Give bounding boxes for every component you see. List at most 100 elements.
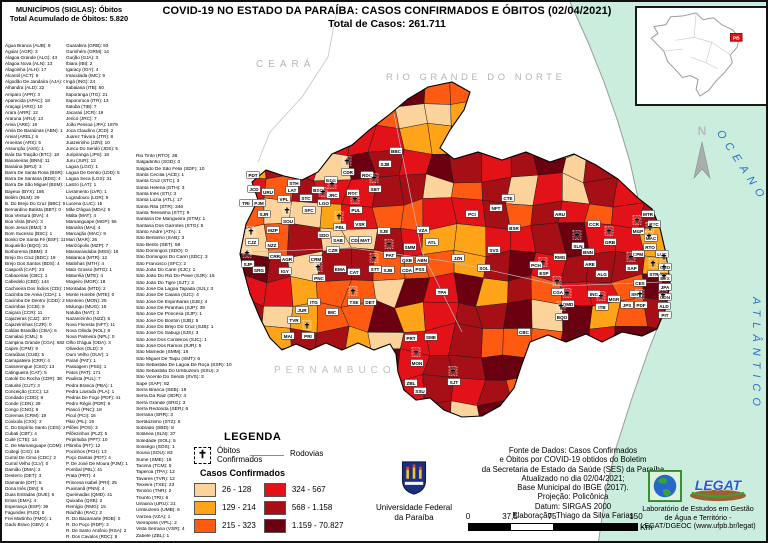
municipality-entry: Massaranduba (MSS): 16 (66, 249, 119, 255)
municipality-entry: Riachão (RAC): 2 (66, 509, 102, 515)
legend-range-label: 129 - 214 (222, 503, 256, 512)
municipality-entry: Princesa Isabel (PRI): 25 (66, 479, 117, 485)
svg-text:SAB: SAB (333, 238, 343, 243)
municipality-entry: Frei Martinho (FMO): 1 (5, 515, 52, 521)
municipality-entry: Caldas Brandão (CBA): 6 (5, 327, 57, 333)
legend-swatch (194, 500, 216, 515)
brazil-outline: PB (650, 12, 743, 97)
municipality-entry: Monte Horebe (MTE): 0 (66, 291, 115, 297)
svg-text:IMC: IMC (328, 310, 337, 315)
municipality-entry: Conceição (CCC): 12 (5, 388, 49, 394)
municipality-entry: Pedro Régis (PDR): 6 (66, 400, 111, 406)
svg-text:JPS: JPS (623, 303, 632, 308)
municipality-entry: Aguiar (AGR): 3 (5, 49, 38, 55)
municipality-entry: Mulungu (MUG): 15 (66, 303, 107, 309)
svg-text:✝: ✝ (248, 228, 255, 237)
municipality-entry: Santana De Mangueira (STM): 1 (136, 217, 206, 223)
svg-text:✝: ✝ (637, 291, 644, 300)
source-line: Base Municipal do IBGE (2017). (517, 483, 629, 493)
svg-text:TPA: TPA (438, 290, 448, 295)
municipality-entry: Carrapateira (CRR): 4 (5, 358, 50, 364)
municipality-entry: Taperoá (TPA): 12 (136, 470, 175, 476)
municipality-entry: Caturité (CUT): 3 (5, 382, 40, 388)
svg-text:STH: STH (289, 181, 299, 186)
municipality-entry: P. De José De Moura (PJM): 1 (66, 461, 128, 467)
svg-text:SDO: SDO (319, 233, 329, 238)
municipality-entry: Cacimba De Areia (CDA): 1 (5, 291, 62, 297)
municipality-entry: Serra Branca (SEB): 19 (136, 388, 187, 394)
municipality-entry: São José De Piranhas (SJP): 39 (136, 305, 205, 311)
municipality-entry: C. De Mamanguape (CDM): 12 (5, 443, 65, 449)
municipality-entry: São Domingos Do Cariri (SDC): 3 (136, 255, 208, 261)
municipality-entry: Emas (EMA): 4 (5, 497, 37, 503)
svg-text:TXE: TXE (350, 300, 359, 305)
municipality-entry: Bayeux (BYX): 186 (5, 188, 45, 194)
municipality-entry: Bananeiras (BNN): 11 (5, 158, 50, 164)
municipality-entry: Quixaba (QXB): 2 (66, 497, 103, 503)
municipality-entry: Brejo Dos Santos (BDS): 4 (5, 261, 60, 267)
municipality-entry: Alcantil (ACT): 6 (5, 73, 39, 79)
municipality-entry: R. Do Poço (RDP): 3 (66, 521, 109, 527)
svg-text:NZZ: NZZ (268, 243, 277, 248)
legend-range-label: 568 - 1.158 (291, 503, 333, 512)
svg-text:✝: ✝ (284, 207, 291, 216)
north-arrow-icon (693, 141, 711, 180)
municipality-entry: Lagoa (LGO): 1 (66, 164, 98, 170)
municipality-entry: Pedras De Fogo (PDF): 41 (66, 394, 121, 400)
municipality-entry: Rio Tinto (RTO): 38 (136, 154, 178, 159)
municipality-entry: Prata (PRT): 4 (66, 473, 96, 479)
municipality-entry: Santa Luzia (ATL): 17 (136, 198, 183, 204)
municipality-entry: Mataraca (MTR): 12 (66, 255, 108, 261)
municipality-entry: São João Do Rio Do Peixe (SJR): 15 (136, 274, 215, 280)
legat-text: Laboratório de Estudos em Gestão de Água … (628, 504, 766, 531)
svg-text:CAT: CAT (349, 270, 358, 275)
svg-text:✝: ✝ (558, 303, 565, 312)
legend-class-row: 26 - 128 (194, 481, 256, 498)
svg-text:SRG: SRG (254, 268, 264, 273)
municipality-entry: Bom Sucesso (BSC): 1 (5, 230, 53, 236)
legend-swatch (263, 482, 286, 497)
municipality-entry: Duas Estradas (DUE): 6 (5, 491, 55, 497)
municipality-entry: Tavares (TVR): 12 (136, 476, 175, 482)
legend-swatch (263, 518, 286, 533)
municipality-entry: Santa Cecília (ACE): 1 (136, 172, 185, 178)
legend-swatch (194, 518, 216, 533)
obitos-label: Óbitos Confirmados (217, 446, 263, 464)
svg-text:CDN: CDN (660, 295, 671, 300)
municipality-entry: Pilões (POS): 3 (66, 424, 98, 430)
svg-text:SAP: SAP (627, 266, 636, 271)
municipality-entry: Sobrado (SBD): 8 (136, 426, 174, 432)
legend-class-row: 324 - 567 (263, 481, 344, 498)
municipality-entry: R. Do Bacamarte (RDB): 0 (66, 515, 121, 521)
svg-text:ITG: ITG (310, 300, 318, 305)
municipality-entry: Catolé Do Rocha (CDR): 38 (5, 376, 62, 382)
municipality-entry: Arara (ARR): 12 (5, 109, 38, 115)
legend-range-label: 324 - 567 (291, 485, 326, 494)
legat-logo: LEGAT (689, 477, 746, 502)
legend-range-label: 26 - 128 (222, 485, 252, 494)
municipality-entry: Sertãozinho (STZ): 5 (136, 419, 181, 425)
svg-text:✝: ✝ (450, 368, 457, 377)
svg-text:ZBL: ZBL (407, 381, 416, 386)
svg-text:DET: DET (365, 300, 374, 305)
svg-text:IGY: IGY (281, 269, 289, 274)
municipality-entry: São José Do Bonfim (SJB): 5 (136, 318, 199, 324)
municipality-entry: Malta (MAT): 4 (66, 212, 96, 218)
svg-text:RDC: RDC (348, 191, 359, 196)
legend-title: LEGENDA (224, 431, 282, 443)
municipality-list-header: MUNICÍPIOS (SIGLAS): Óbitos Total Acumul… (4, 5, 134, 24)
svg-text:BSR: BSR (509, 226, 519, 231)
municipality-entry: Queimadas (QMD): 41 (66, 491, 113, 497)
svg-text:CDD: CDD (351, 238, 362, 243)
municipality-entry: Cajazeiras (CJZ): 107 (5, 315, 50, 321)
municipality-entry: Patos (PAT): 171 (66, 370, 101, 376)
municipality-column-2: Guarabira (GRB): 93 Gurinhém (GRM): 14 Gur… (66, 43, 134, 541)
municipality-entry: Mãe D'água (MDA): 5 (66, 206, 111, 212)
municipality-entry: Cajazeirinhas (CZR): 0 (5, 321, 52, 327)
municipality-entry: Amparo (APR): 3 (5, 91, 40, 97)
municipality-entry: Uiraúna (URU): 21 (136, 502, 176, 508)
svg-text:SJB: SJB (384, 268, 394, 273)
municipality-entry: São Bento (SBT): 58 (136, 242, 181, 248)
municipality-entry: Juripiranga (JPS): 18 (66, 152, 109, 158)
svg-text:BQO: BQO (557, 315, 568, 320)
